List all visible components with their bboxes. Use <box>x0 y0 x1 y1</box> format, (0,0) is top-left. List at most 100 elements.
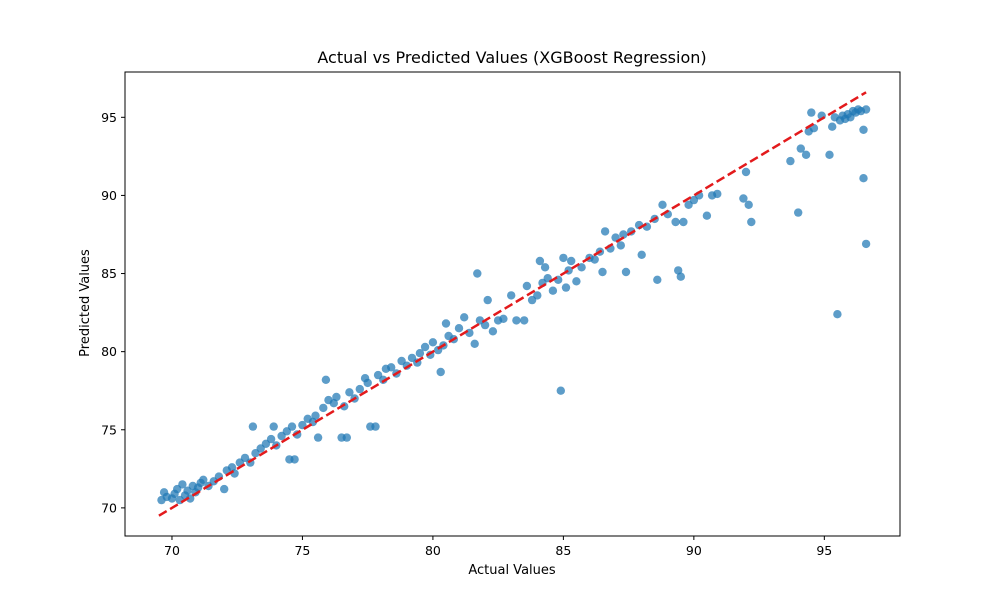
data-point <box>674 266 683 275</box>
data-point <box>747 217 756 227</box>
data-point <box>616 241 625 250</box>
y-tick-label: 75 <box>101 422 117 437</box>
x-axis-ticks: 70 75 80 85 90 95 <box>164 536 832 558</box>
data-point <box>533 291 542 300</box>
data-point <box>522 281 532 291</box>
axes-frame <box>124 71 901 537</box>
data-point <box>540 263 550 272</box>
data-point <box>415 349 425 358</box>
data-point <box>319 403 328 413</box>
data-point <box>796 144 805 153</box>
y-axis-label: Predicted Values <box>78 249 93 357</box>
data-point <box>744 200 753 209</box>
x-tick-label: 85 <box>555 543 571 558</box>
data-point <box>741 167 751 177</box>
data-point <box>679 217 688 227</box>
data-point <box>178 480 187 489</box>
data-point <box>483 295 492 305</box>
data-point <box>637 250 646 259</box>
y-tick-label: 85 <box>101 266 117 281</box>
data-point <box>340 402 349 411</box>
data-point <box>220 484 229 494</box>
data-point <box>598 267 607 277</box>
data-point <box>371 422 380 431</box>
data-point <box>825 150 834 159</box>
data-point <box>572 277 581 286</box>
data-point <box>379 375 388 384</box>
reference-line-layer <box>158 91 867 517</box>
x-tick-label: 95 <box>816 543 832 558</box>
data-point <box>520 316 529 325</box>
data-point <box>269 422 278 431</box>
data-point <box>859 125 868 134</box>
data-point <box>290 455 299 464</box>
data-point <box>186 494 195 503</box>
data-point <box>199 475 208 484</box>
data-point <box>671 217 680 227</box>
reference-line <box>158 91 867 517</box>
data-point <box>248 422 258 431</box>
chart-title: Actual vs Predicted Values (XGBoost Regr… <box>317 48 706 67</box>
data-point <box>861 239 871 249</box>
data-point <box>828 122 837 131</box>
data-point <box>556 386 565 395</box>
data-point <box>342 433 351 442</box>
x-tick-label: 80 <box>425 543 441 558</box>
data-point <box>512 316 521 325</box>
data-point <box>590 255 599 264</box>
y-tick-label: 90 <box>101 188 117 203</box>
data-point <box>859 174 868 183</box>
data-point <box>548 286 558 295</box>
data-point <box>567 256 576 266</box>
data-point <box>507 291 516 300</box>
data-point <box>266 434 276 444</box>
data-point <box>561 283 571 292</box>
y-tick-label: 80 <box>101 344 117 359</box>
data-point <box>786 156 795 166</box>
data-point <box>653 275 662 284</box>
data-point <box>420 342 430 352</box>
data-point <box>473 269 482 278</box>
y-axis-ticks: 70 75 80 85 90 95 <box>101 110 125 515</box>
y-tick-label: 70 <box>101 500 117 515</box>
data-point <box>600 227 610 236</box>
data-point <box>499 314 508 323</box>
data-point <box>321 375 331 384</box>
data-point <box>676 272 685 281</box>
y-tick-label: 95 <box>101 110 117 125</box>
data-point <box>313 433 323 442</box>
data-point <box>363 378 372 388</box>
data-point <box>559 253 568 263</box>
data-point <box>441 319 451 328</box>
data-point <box>488 327 498 336</box>
x-axis-label: Actual Values <box>468 563 556 578</box>
x-tick-label: 90 <box>686 543 702 558</box>
data-point <box>470 339 479 348</box>
data-point <box>436 367 445 377</box>
data-point <box>428 338 438 347</box>
data-point <box>621 267 631 277</box>
data-point <box>713 189 722 199</box>
data-point <box>460 313 469 322</box>
data-point <box>535 256 545 266</box>
data-point <box>619 230 628 239</box>
data-point <box>454 324 464 333</box>
data-point <box>332 392 341 402</box>
data-point <box>807 108 816 117</box>
data-point <box>794 208 803 217</box>
data-point <box>833 310 842 319</box>
x-tick-label: 70 <box>164 543 180 558</box>
data-point <box>345 388 354 397</box>
data-point <box>801 150 811 159</box>
data-point <box>702 211 712 220</box>
data-point <box>355 384 364 394</box>
x-tick-label: 75 <box>294 543 310 558</box>
data-point <box>861 105 871 114</box>
data-point <box>739 194 748 203</box>
data-point <box>480 320 490 330</box>
data-point <box>658 200 667 209</box>
data-point <box>287 422 297 431</box>
data-point <box>387 363 396 372</box>
